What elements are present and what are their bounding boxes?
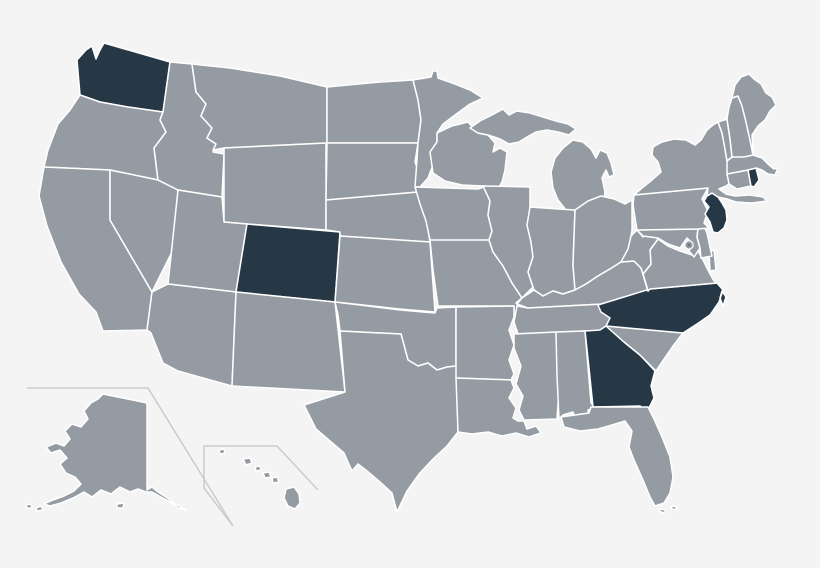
state-nm[interactable] [231, 291, 346, 393]
state-mi[interactable] [469, 108, 615, 213]
state-la[interactable] [455, 377, 542, 438]
dc-center-dot [687, 243, 691, 247]
hawaii-inset-border [203, 445, 319, 527]
state-ks[interactable] [334, 235, 436, 313]
state-dc-marker[interactable] [684, 240, 694, 250]
state-mt[interactable] [191, 63, 328, 151]
state-ar[interactable] [455, 305, 515, 381]
state-az[interactable] [146, 283, 237, 387]
state-co[interactable] [235, 223, 341, 303]
state-ak[interactable] [25, 393, 187, 512]
state-in[interactable] [526, 206, 576, 297]
state-nj[interactable] [703, 192, 728, 234]
state-fl[interactable] [560, 406, 678, 514]
state-ne[interactable] [325, 191, 431, 243]
state-nd[interactable] [326, 79, 422, 144]
state-sc[interactable] [605, 325, 684, 372]
state-ms[interactable] [513, 331, 561, 421]
state-wv[interactable] [620, 228, 659, 292]
state-sd[interactable] [325, 142, 422, 201]
state-me[interactable] [731, 73, 777, 156]
state-wy[interactable] [223, 142, 327, 231]
state-tx[interactable] [303, 330, 459, 513]
state-ma[interactable] [726, 154, 779, 176]
state-pa[interactable] [632, 187, 710, 231]
state-hi[interactable] [218, 448, 301, 510]
